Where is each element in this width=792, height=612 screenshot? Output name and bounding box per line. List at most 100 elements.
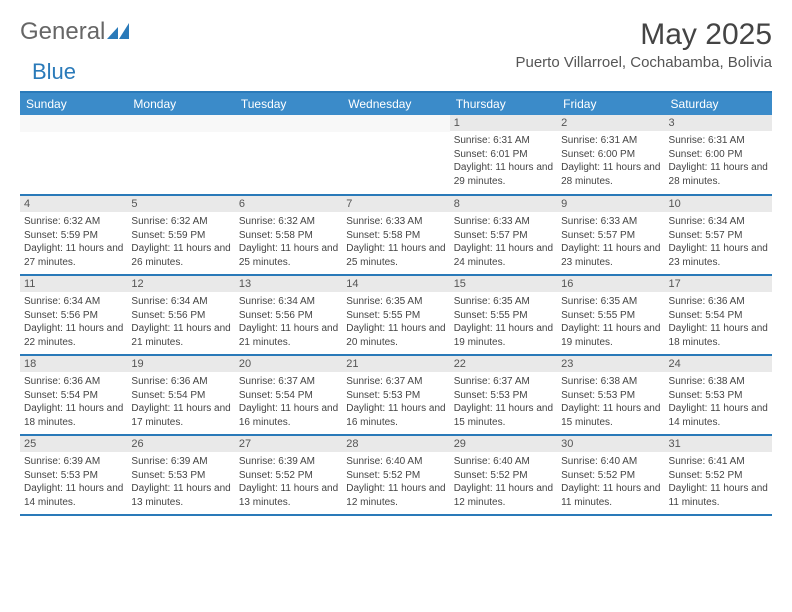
sunset-line: Sunset: 5:53 PM bbox=[24, 469, 123, 483]
calendar-cell: 28Sunrise: 6:40 AMSunset: 5:52 PMDayligh… bbox=[342, 436, 449, 514]
day-number: 30 bbox=[557, 436, 664, 452]
sunset-line: Sunset: 6:01 PM bbox=[454, 148, 553, 162]
sunrise-line: Sunrise: 6:32 AM bbox=[131, 215, 230, 229]
sunset-line: Sunset: 5:58 PM bbox=[346, 229, 445, 243]
calendar-cell bbox=[20, 115, 127, 194]
calendar-cell: 16Sunrise: 6:35 AMSunset: 5:55 PMDayligh… bbox=[557, 276, 664, 354]
day-data: Sunrise: 6:34 AMSunset: 5:57 PMDaylight:… bbox=[665, 212, 772, 274]
daylight-line: Daylight: 11 hours and 14 minutes. bbox=[669, 402, 768, 429]
sunrise-line: Sunrise: 6:34 AM bbox=[239, 295, 338, 309]
day-data: Sunrise: 6:36 AMSunset: 5:54 PMDaylight:… bbox=[20, 372, 127, 434]
brand-logo-icon bbox=[107, 23, 129, 41]
calendar-cell: 2Sunrise: 6:31 AMSunset: 6:00 PMDaylight… bbox=[557, 115, 664, 194]
daylight-line: Daylight: 11 hours and 16 minutes. bbox=[346, 402, 445, 429]
calendar-cell bbox=[235, 115, 342, 194]
calendar-week: 1Sunrise: 6:31 AMSunset: 6:01 PMDaylight… bbox=[20, 115, 772, 196]
calendar-cell: 26Sunrise: 6:39 AMSunset: 5:53 PMDayligh… bbox=[127, 436, 234, 514]
calendar: SundayMondayTuesdayWednesdayThursdayFrid… bbox=[20, 91, 772, 516]
day-number: 2 bbox=[557, 115, 664, 131]
weekday-header: Monday bbox=[127, 93, 234, 115]
daylight-line: Daylight: 11 hours and 15 minutes. bbox=[454, 402, 553, 429]
day-data-empty bbox=[342, 132, 449, 194]
sunset-line: Sunset: 5:54 PM bbox=[669, 309, 768, 323]
daylight-line: Daylight: 11 hours and 18 minutes. bbox=[24, 402, 123, 429]
day-number: 22 bbox=[450, 356, 557, 372]
calendar-cell: 23Sunrise: 6:38 AMSunset: 5:53 PMDayligh… bbox=[557, 356, 664, 434]
calendar-cell: 10Sunrise: 6:34 AMSunset: 5:57 PMDayligh… bbox=[665, 196, 772, 274]
calendar-cell: 5Sunrise: 6:32 AMSunset: 5:59 PMDaylight… bbox=[127, 196, 234, 274]
day-data: Sunrise: 6:40 AMSunset: 5:52 PMDaylight:… bbox=[450, 452, 557, 514]
calendar-cell: 4Sunrise: 6:32 AMSunset: 5:59 PMDaylight… bbox=[20, 196, 127, 274]
sunset-line: Sunset: 5:54 PM bbox=[131, 389, 230, 403]
day-data: Sunrise: 6:31 AMSunset: 6:01 PMDaylight:… bbox=[450, 131, 557, 193]
sunset-line: Sunset: 5:55 PM bbox=[454, 309, 553, 323]
day-data: Sunrise: 6:37 AMSunset: 5:53 PMDaylight:… bbox=[342, 372, 449, 434]
day-data: Sunrise: 6:32 AMSunset: 5:59 PMDaylight:… bbox=[20, 212, 127, 274]
day-data: Sunrise: 6:31 AMSunset: 6:00 PMDaylight:… bbox=[665, 131, 772, 193]
day-data: Sunrise: 6:38 AMSunset: 5:53 PMDaylight:… bbox=[557, 372, 664, 434]
day-number: 9 bbox=[557, 196, 664, 212]
sunset-line: Sunset: 5:57 PM bbox=[669, 229, 768, 243]
day-data-empty bbox=[20, 132, 127, 194]
day-data-empty bbox=[127, 132, 234, 194]
sunrise-line: Sunrise: 6:35 AM bbox=[454, 295, 553, 309]
daylight-line: Daylight: 11 hours and 13 minutes. bbox=[239, 482, 338, 509]
sunset-line: Sunset: 5:54 PM bbox=[24, 389, 123, 403]
calendar-week: 18Sunrise: 6:36 AMSunset: 5:54 PMDayligh… bbox=[20, 356, 772, 436]
day-number: 23 bbox=[557, 356, 664, 372]
sunset-line: Sunset: 5:59 PM bbox=[24, 229, 123, 243]
daylight-line: Daylight: 11 hours and 16 minutes. bbox=[239, 402, 338, 429]
day-data: Sunrise: 6:33 AMSunset: 5:58 PMDaylight:… bbox=[342, 212, 449, 274]
day-number: 12 bbox=[127, 276, 234, 292]
day-number: 19 bbox=[127, 356, 234, 372]
daylight-line: Daylight: 11 hours and 25 minutes. bbox=[346, 242, 445, 269]
day-number: 16 bbox=[557, 276, 664, 292]
daylight-line: Daylight: 11 hours and 28 minutes. bbox=[669, 161, 768, 188]
daylight-line: Daylight: 11 hours and 26 minutes. bbox=[131, 242, 230, 269]
calendar-cell: 31Sunrise: 6:41 AMSunset: 5:52 PMDayligh… bbox=[665, 436, 772, 514]
brand-part2: Blue bbox=[32, 59, 76, 85]
daylight-line: Daylight: 11 hours and 12 minutes. bbox=[454, 482, 553, 509]
day-number: 20 bbox=[235, 356, 342, 372]
calendar-cell bbox=[127, 115, 234, 194]
daylight-line: Daylight: 11 hours and 12 minutes. bbox=[346, 482, 445, 509]
day-data: Sunrise: 6:35 AMSunset: 5:55 PMDaylight:… bbox=[342, 292, 449, 354]
calendar-cell: 15Sunrise: 6:35 AMSunset: 5:55 PMDayligh… bbox=[450, 276, 557, 354]
day-number: 24 bbox=[665, 356, 772, 372]
sunset-line: Sunset: 5:53 PM bbox=[346, 389, 445, 403]
calendar-week: 11Sunrise: 6:34 AMSunset: 5:56 PMDayligh… bbox=[20, 276, 772, 356]
sunset-line: Sunset: 5:59 PM bbox=[131, 229, 230, 243]
calendar-cell: 3Sunrise: 6:31 AMSunset: 6:00 PMDaylight… bbox=[665, 115, 772, 194]
weekday-header-row: SundayMondayTuesdayWednesdayThursdayFrid… bbox=[20, 93, 772, 115]
calendar-cell: 19Sunrise: 6:36 AMSunset: 5:54 PMDayligh… bbox=[127, 356, 234, 434]
sunset-line: Sunset: 5:56 PM bbox=[239, 309, 338, 323]
sunrise-line: Sunrise: 6:40 AM bbox=[346, 455, 445, 469]
sunset-line: Sunset: 5:52 PM bbox=[239, 469, 338, 483]
day-number: 14 bbox=[342, 276, 449, 292]
sunrise-line: Sunrise: 6:38 AM bbox=[669, 375, 768, 389]
sunrise-line: Sunrise: 6:34 AM bbox=[24, 295, 123, 309]
calendar-cell: 14Sunrise: 6:35 AMSunset: 5:55 PMDayligh… bbox=[342, 276, 449, 354]
sunset-line: Sunset: 5:55 PM bbox=[346, 309, 445, 323]
day-data: Sunrise: 6:31 AMSunset: 6:00 PMDaylight:… bbox=[557, 131, 664, 193]
day-data: Sunrise: 6:34 AMSunset: 5:56 PMDaylight:… bbox=[20, 292, 127, 354]
daylight-line: Daylight: 11 hours and 11 minutes. bbox=[669, 482, 768, 509]
weekday-header: Saturday bbox=[665, 93, 772, 115]
brand-logo: General bbox=[20, 18, 129, 46]
calendar-cell: 7Sunrise: 6:33 AMSunset: 5:58 PMDaylight… bbox=[342, 196, 449, 274]
sunrise-line: Sunrise: 6:37 AM bbox=[239, 375, 338, 389]
weekday-header: Thursday bbox=[450, 93, 557, 115]
daylight-line: Daylight: 11 hours and 28 minutes. bbox=[561, 161, 660, 188]
day-data: Sunrise: 6:34 AMSunset: 5:56 PMDaylight:… bbox=[127, 292, 234, 354]
day-data: Sunrise: 6:34 AMSunset: 5:56 PMDaylight:… bbox=[235, 292, 342, 354]
day-data: Sunrise: 6:33 AMSunset: 5:57 PMDaylight:… bbox=[450, 212, 557, 274]
daylight-line: Daylight: 11 hours and 29 minutes. bbox=[454, 161, 553, 188]
daylight-line: Daylight: 11 hours and 21 minutes. bbox=[131, 322, 230, 349]
day-data-empty bbox=[235, 132, 342, 194]
day-data: Sunrise: 6:41 AMSunset: 5:52 PMDaylight:… bbox=[665, 452, 772, 514]
daylight-line: Daylight: 11 hours and 15 minutes. bbox=[561, 402, 660, 429]
sunrise-line: Sunrise: 6:36 AM bbox=[669, 295, 768, 309]
calendar-cell: 1Sunrise: 6:31 AMSunset: 6:01 PMDaylight… bbox=[450, 115, 557, 194]
daylight-line: Daylight: 11 hours and 22 minutes. bbox=[24, 322, 123, 349]
day-number bbox=[342, 115, 449, 132]
